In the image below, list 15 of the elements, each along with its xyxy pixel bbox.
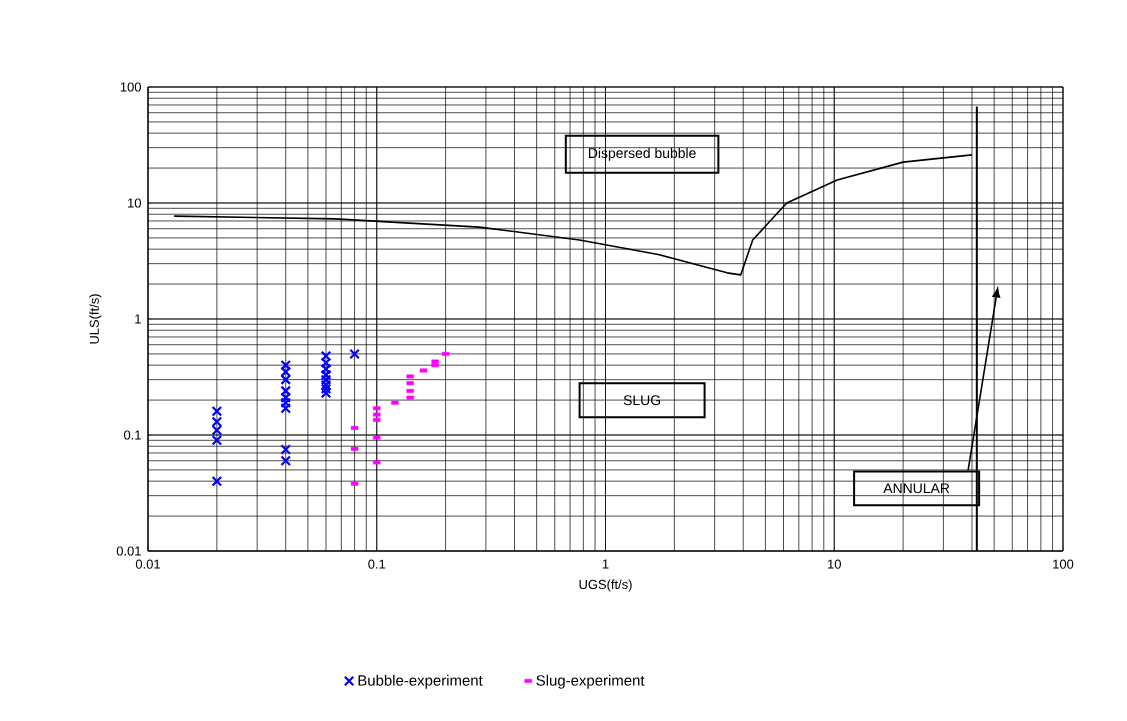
x-tick-label: 1: [602, 559, 609, 569]
y-tick-label: 0.01: [116, 546, 141, 556]
x-tick-label: 0.1: [368, 559, 386, 569]
y-axis-title: ULS(ft/s): [89, 294, 102, 344]
annotation: SLUG: [623, 395, 661, 406]
y-tick-label: 1: [135, 314, 141, 324]
x-tick-label: 0.01: [135, 559, 160, 569]
y-tick-label: 10: [128, 198, 141, 208]
legend-label: Bubble-experiment: [358, 674, 483, 689]
x-tick-label: 10: [828, 559, 841, 569]
x-tick-label: 100: [1053, 559, 1074, 569]
legend-label: Slug-experiment: [536, 674, 645, 689]
y-tick-label: 0.1: [123, 430, 141, 440]
y-tick-label: 100: [120, 82, 141, 92]
x-axis-title: UGS(ft/s): [579, 579, 632, 592]
